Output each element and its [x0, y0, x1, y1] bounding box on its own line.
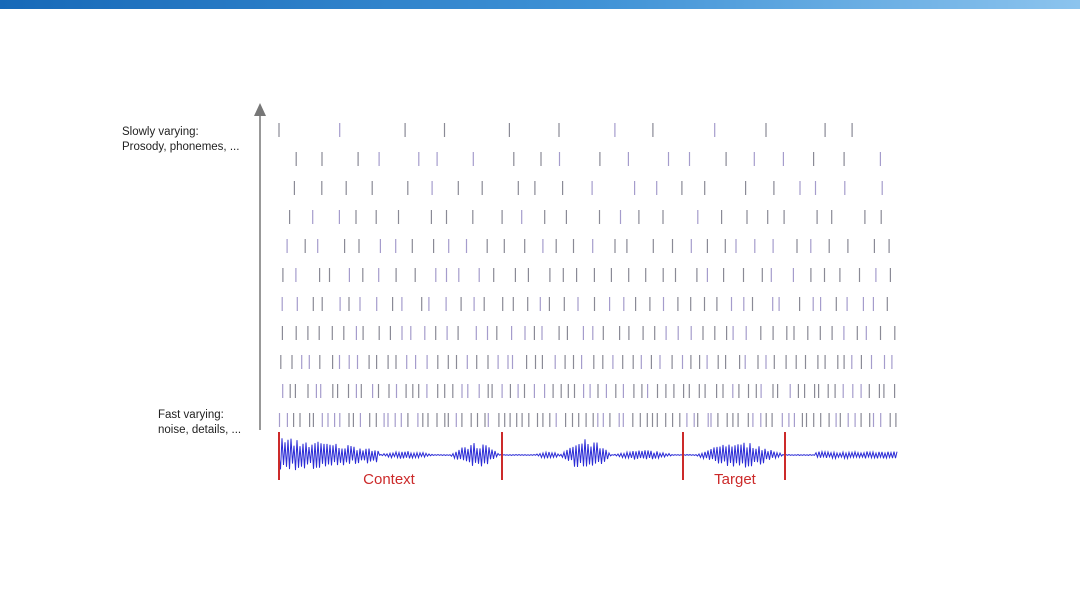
fast-detail: noise, details, ... [158, 424, 241, 436]
header-bar [0, 0, 1080, 9]
fast-title: Fast varying: [158, 409, 224, 421]
slow-detail: Prosody, phonemes, ... [122, 141, 239, 153]
slow-title: Slowly varying: [122, 126, 199, 138]
waveform [278, 438, 898, 471]
segment-label: Target [714, 471, 757, 488]
segment-label: Context [363, 471, 416, 488]
spike-rows [278, 123, 897, 427]
segment-borders [278, 432, 786, 480]
arrow-head [254, 103, 266, 116]
